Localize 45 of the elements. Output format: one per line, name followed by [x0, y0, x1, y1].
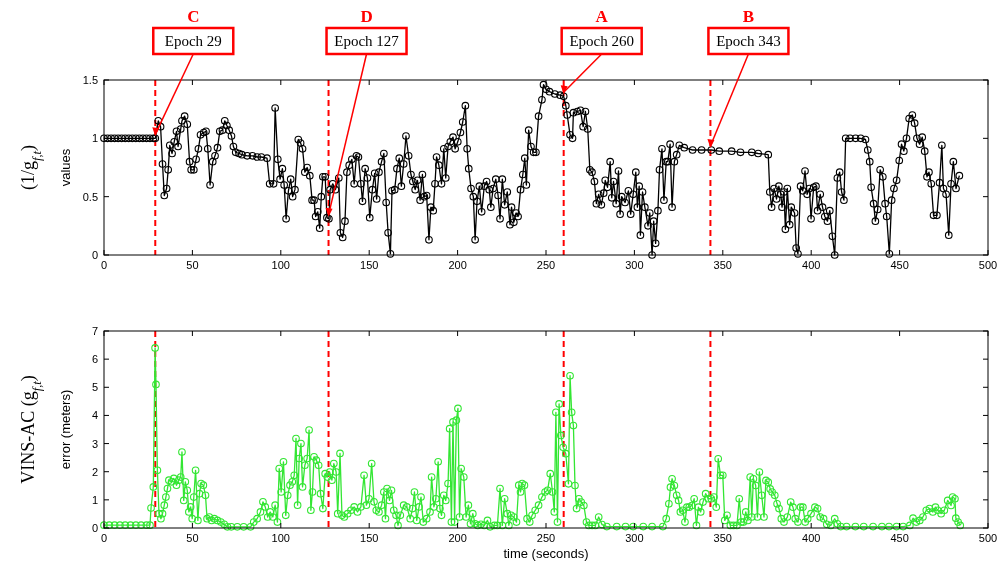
x-tick-label: 500	[978, 532, 998, 544]
annotation: Epoch 127	[334, 33, 400, 49]
y-tick-label: 3	[91, 437, 98, 450]
x-tick-label: 100	[271, 259, 290, 271]
x-tick-label: 200	[448, 532, 467, 544]
x-tick-label: 300	[625, 259, 644, 271]
x-tick-label: 150	[360, 532, 379, 544]
x-tick-label: 50	[186, 532, 199, 544]
y-tick-label: 0	[91, 522, 98, 534]
y-tick-label: 5	[91, 381, 98, 394]
annotation: Epoch 29	[164, 33, 222, 49]
x-tick-label: 450	[890, 532, 909, 544]
y-tick-label: 4	[91, 409, 98, 422]
y-tick-label: 0.5	[82, 190, 98, 203]
y-axis-title: error (meters)	[58, 389, 73, 470]
annotation: Epoch 260	[569, 33, 634, 49]
text: B	[742, 7, 755, 26]
x-axis-title: time (seconds)	[503, 546, 589, 561]
y-tick-label: 2	[91, 465, 98, 478]
y-tick-label: 7	[91, 325, 98, 337]
x-tick-label: 500	[978, 259, 998, 271]
x-tick-label: 250	[536, 532, 556, 544]
y-tick-label: 1	[91, 493, 98, 506]
x-tick-label: 0	[100, 532, 108, 544]
text: C	[187, 7, 200, 26]
text: D	[360, 7, 373, 26]
x-tick-label: 200	[448, 259, 467, 271]
x-tick-label: 50	[186, 259, 199, 271]
y-tick-label: 6	[91, 353, 98, 366]
y-tick-label: 1.5	[82, 74, 98, 86]
x-tick-label: 100	[271, 532, 290, 544]
x-tick-label: 400	[802, 532, 821, 544]
x-tick-label: 0	[100, 259, 108, 271]
x-tick-label: 450	[890, 259, 909, 271]
x-tick-label: 250	[536, 259, 556, 271]
annotation: Epoch 343	[716, 33, 781, 49]
x-tick-label: 350	[713, 259, 732, 271]
x-tick-label: 150	[360, 259, 379, 271]
y-tick-label: 1	[91, 132, 98, 145]
x-tick-label: 300	[625, 532, 644, 544]
x-tick-label: 350	[713, 532, 732, 544]
y-axis-title: values	[58, 148, 73, 187]
y-tick-label: 0	[91, 249, 98, 261]
x-tick-label: 400	[802, 259, 821, 271]
text: A	[595, 7, 609, 26]
